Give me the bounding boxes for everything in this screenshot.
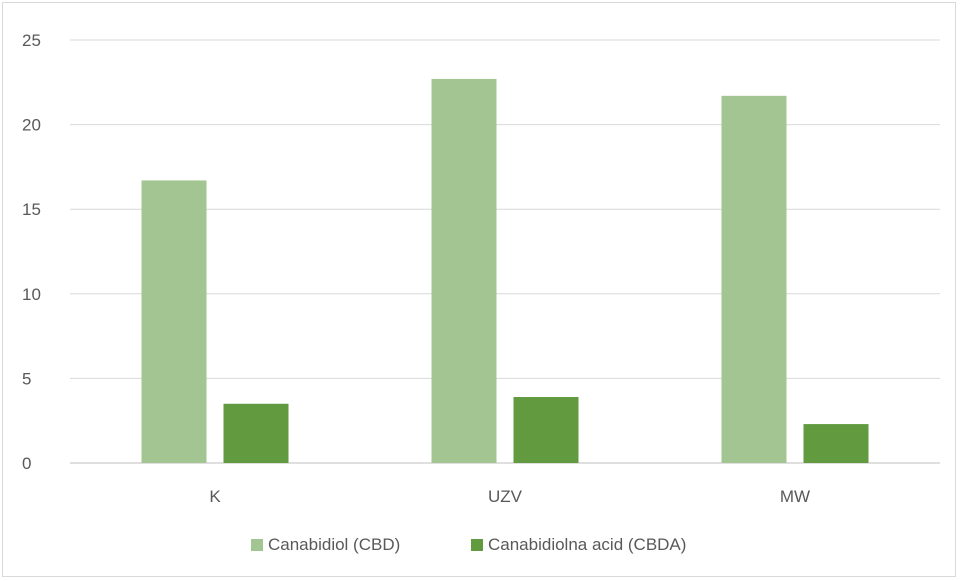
y-tick-label: 5 xyxy=(22,369,31,388)
y-axis-ticks: 0 5 10 15 20 25 xyxy=(22,31,41,473)
bar-mw-series-2 xyxy=(803,424,869,463)
legend: Canabidiol (CBD) Canabidiolna acid (CBDA) xyxy=(251,535,686,554)
x-axis-ticks: K UZV MW xyxy=(209,487,810,506)
legend-label: Canabidiol (CBD) xyxy=(268,535,400,554)
x-tick-label: K xyxy=(209,487,221,506)
bar-uzv-series-2 xyxy=(513,397,579,463)
legend-swatch xyxy=(471,539,483,551)
x-tick-label: UZV xyxy=(488,487,523,506)
bar-k-series-1 xyxy=(141,180,207,463)
bar-k-series-2 xyxy=(223,403,289,463)
legend-label: Canabidiolna acid (CBDA) xyxy=(488,535,686,554)
bars xyxy=(141,78,869,463)
y-tick-label: 15 xyxy=(22,200,41,219)
bar-mw-series-1 xyxy=(721,95,787,463)
y-tick-label: 10 xyxy=(22,285,41,304)
y-tick-label: 0 xyxy=(22,454,31,473)
y-tick-label: 20 xyxy=(22,116,41,135)
legend-swatch xyxy=(251,539,263,551)
x-tick-label: MW xyxy=(780,487,810,506)
y-tick-label: 25 xyxy=(22,31,41,50)
bar-uzv-series-1 xyxy=(431,78,497,463)
gridlines xyxy=(70,39,940,464)
